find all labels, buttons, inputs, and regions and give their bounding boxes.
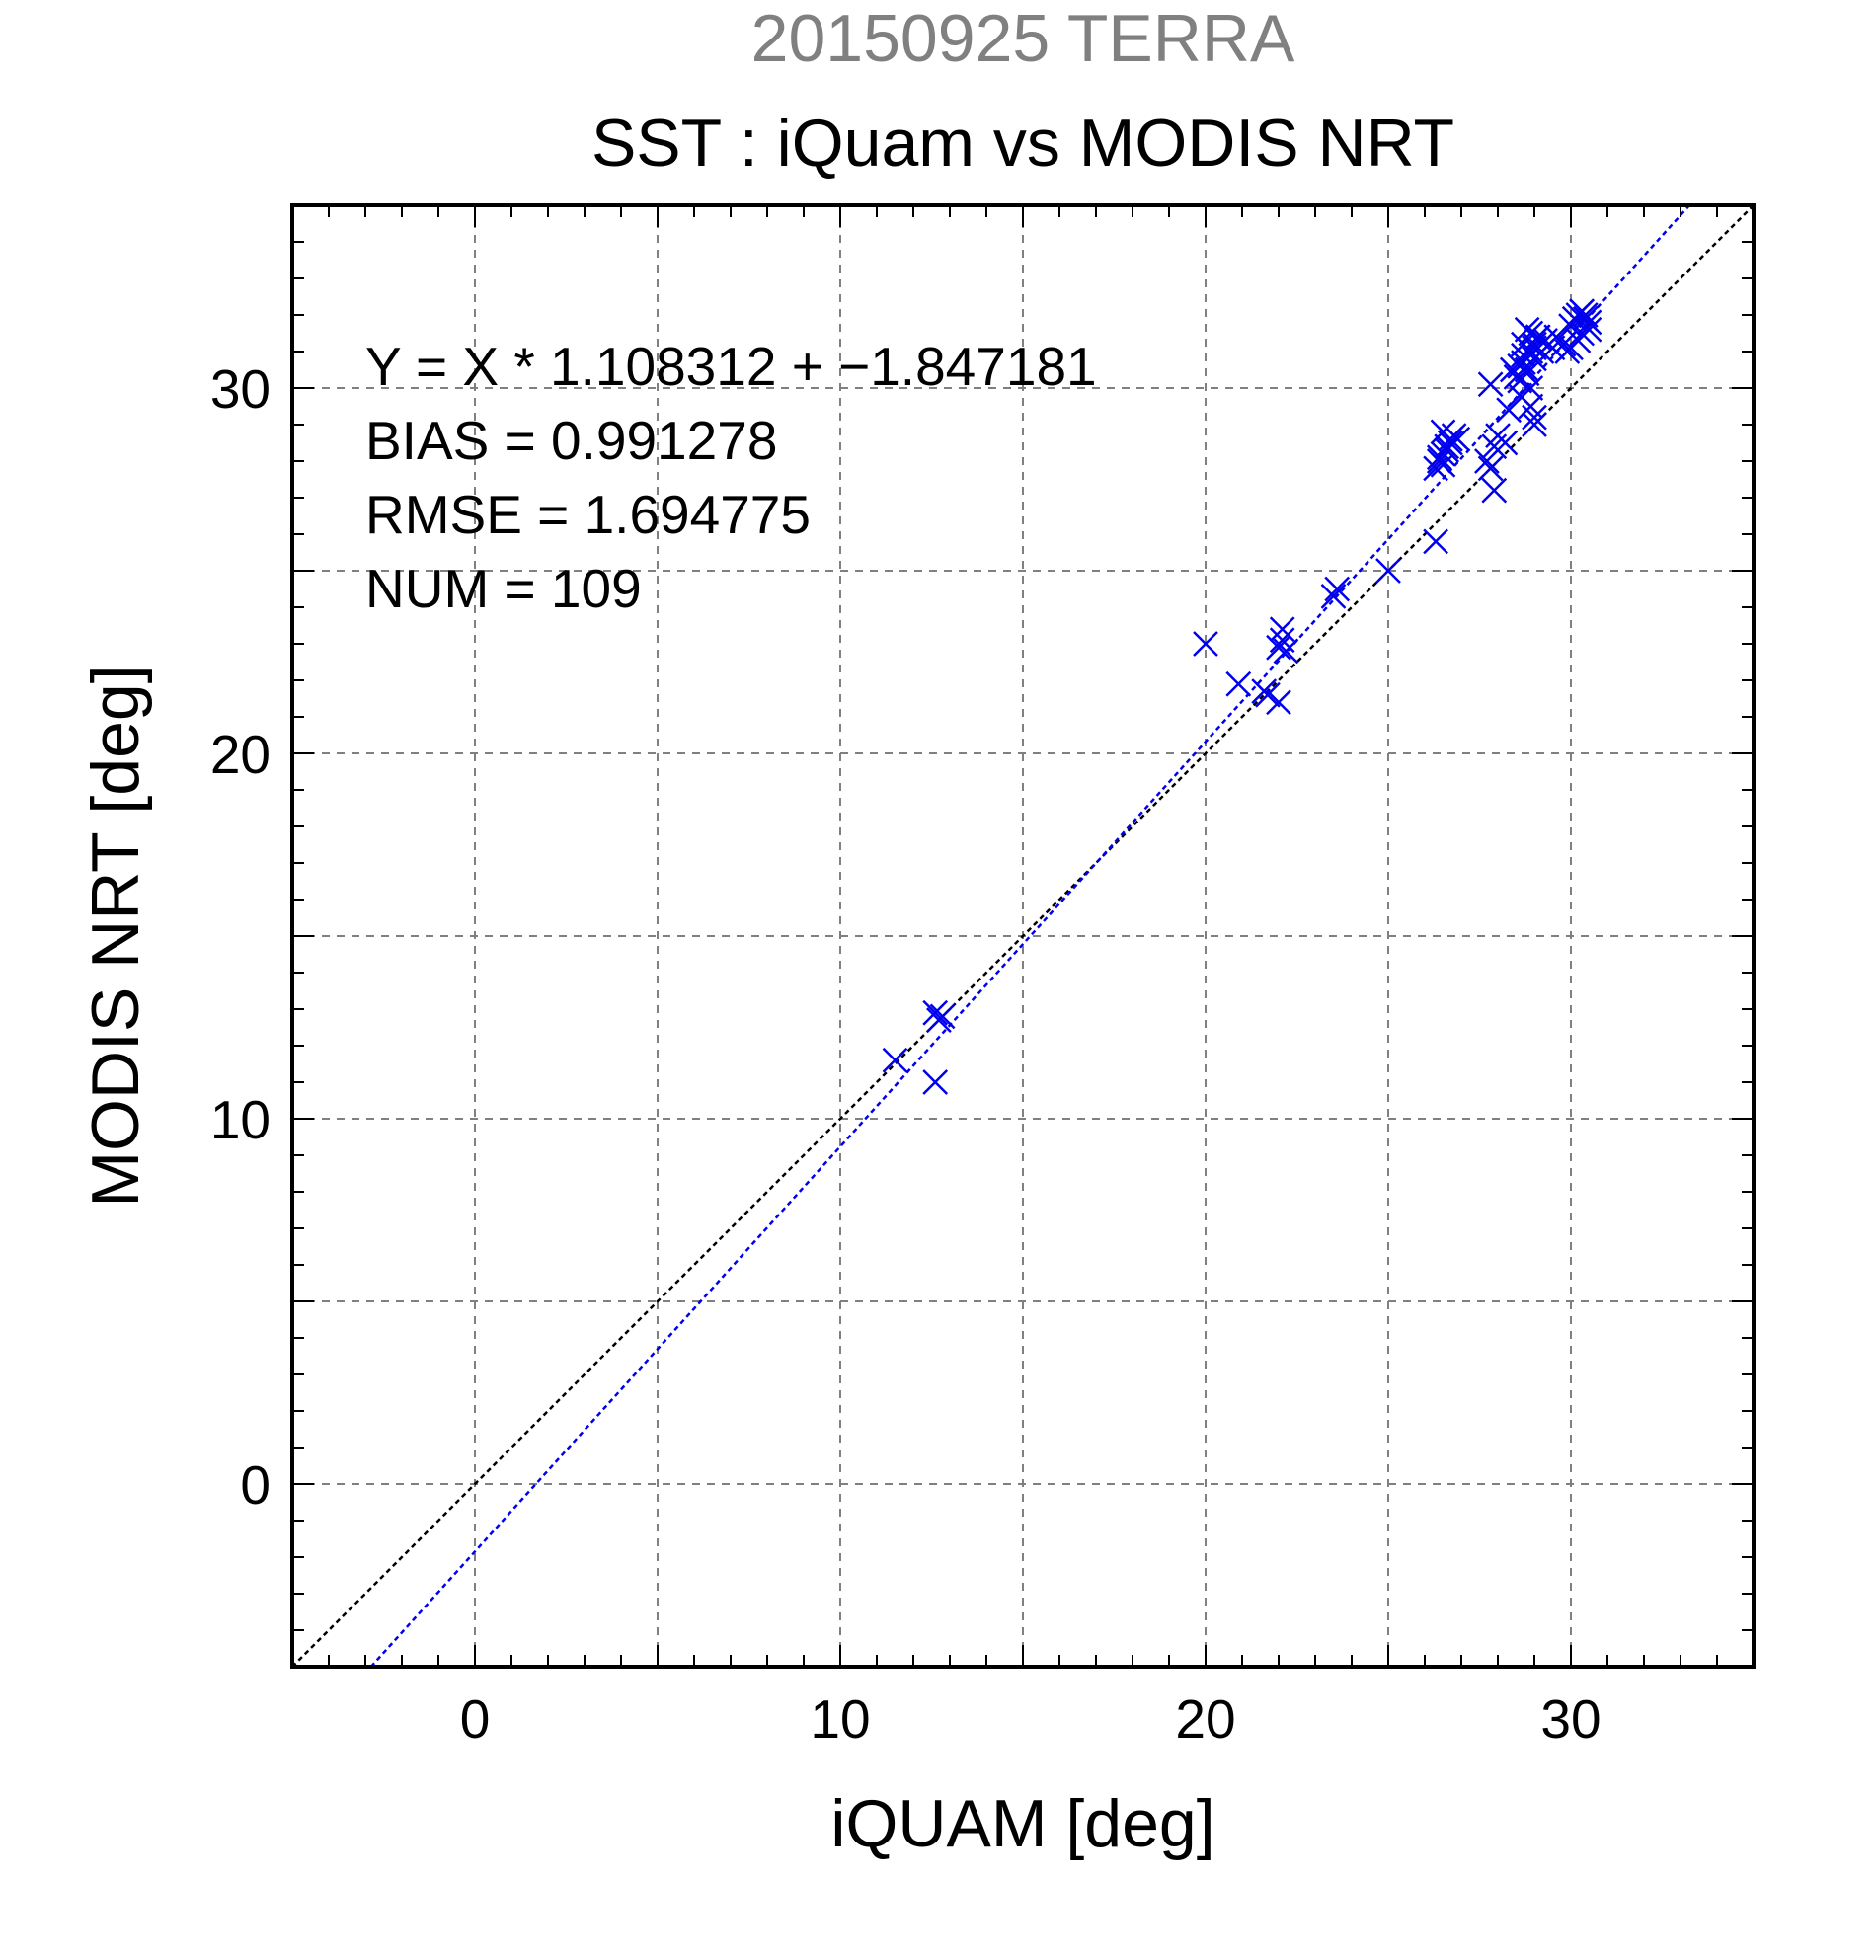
data-point-stroke [1524, 324, 1551, 351]
data-point [1193, 631, 1218, 657]
data-point-stroke [1269, 627, 1295, 654]
chart-subtitle: SST : iQuam vs MODIS NRT [591, 106, 1454, 181]
plot-frame [290, 203, 1756, 1669]
data-point-stroke [1522, 412, 1547, 437]
y-tick-label: 0 [240, 1454, 271, 1516]
data-point-stroke [1514, 360, 1540, 387]
data-point-stroke [1569, 298, 1595, 325]
data-point-stroke [1430, 419, 1456, 445]
data-point [1320, 584, 1347, 609]
data-point [1430, 419, 1456, 445]
x-tick-label: 0 [460, 1688, 491, 1750]
data-point-stroke [1572, 305, 1599, 332]
data-point [1324, 576, 1351, 602]
data-point-stroke [1375, 558, 1401, 584]
y-tick-label: 20 [210, 724, 271, 785]
data-point-stroke [929, 1003, 956, 1030]
data-point [929, 1003, 956, 1030]
data-point-stroke [1193, 631, 1218, 657]
data-point-stroke [1511, 331, 1536, 357]
data-points [882, 298, 1602, 1095]
data-point [1569, 320, 1595, 347]
data-point [1430, 451, 1456, 478]
x-tick-label: 20 [1175, 1688, 1235, 1750]
x-axis-label: iQUAM [deg] [830, 1786, 1214, 1861]
data-point-stroke [1430, 451, 1456, 478]
data-point-stroke [1507, 382, 1533, 409]
data-point [1445, 426, 1471, 452]
data-point-stroke [922, 1069, 949, 1095]
data-point [1481, 477, 1508, 504]
fit-lines [291, 204, 1755, 1668]
data-point-stroke [1522, 404, 1547, 431]
data-point [1514, 356, 1540, 383]
data-point-stroke [1273, 638, 1299, 665]
x-tick-label: 30 [1540, 1688, 1601, 1750]
regression-equation: Y = X * 1.108312 + −1.847181 [365, 336, 1097, 397]
stats-annotation: Y = X * 1.108312 + −1.847181 BIAS = 0.99… [365, 336, 1097, 619]
data-point [882, 1047, 908, 1073]
y-axis-label: MODIS NRT [deg] [78, 665, 153, 1207]
grid-lines [292, 205, 1754, 1667]
x-tick-label: 10 [810, 1688, 870, 1750]
data-point [1266, 634, 1291, 661]
data-point-stroke [1423, 528, 1448, 555]
data-point-stroke [1225, 670, 1252, 697]
data-point [922, 1069, 949, 1095]
data-point-stroke [1477, 455, 1504, 482]
data-point-stroke [1481, 477, 1508, 504]
data-point [1522, 412, 1547, 437]
data-point-stroke [1514, 356, 1540, 383]
data-point-stroke [1438, 430, 1463, 456]
data-point [1572, 305, 1599, 332]
data-point-stroke [1445, 426, 1471, 452]
tick-labels: 0 10 20 30 0 10 20 30 [210, 358, 1602, 1750]
data-point-stroke [1255, 681, 1281, 708]
data-point [1507, 382, 1533, 409]
data-point [922, 999, 949, 1026]
num-value: NUM = 109 [365, 558, 642, 619]
data-point [1255, 681, 1281, 708]
data-point [1511, 331, 1536, 357]
data-point [1522, 404, 1547, 431]
data-point-stroke [1324, 576, 1351, 602]
data-point [1477, 455, 1504, 482]
data-point [1438, 430, 1463, 456]
rmse-value: RMSE = 1.694775 [365, 484, 811, 545]
data-point [1375, 558, 1401, 584]
data-point [1518, 320, 1544, 347]
data-point-stroke [1550, 331, 1577, 357]
data-point [1477, 371, 1504, 398]
data-point-stroke [1558, 335, 1584, 361]
chart-title: 20150925 TERRA [751, 1, 1295, 76]
bias-value: BIAS = 0.991278 [365, 410, 777, 471]
data-point [1496, 397, 1522, 424]
y-tick-label: 30 [210, 358, 271, 420]
data-point [1569, 298, 1595, 325]
data-point [1492, 430, 1519, 456]
data-point [1423, 528, 1448, 555]
data-point-stroke [1518, 320, 1544, 347]
data-point [1524, 324, 1551, 351]
data-point-stroke [1320, 584, 1347, 609]
data-point [1273, 638, 1299, 665]
data-point [1550, 331, 1577, 357]
data-point-stroke [1477, 371, 1504, 398]
data-point-stroke [1496, 397, 1522, 424]
y-tick-label: 10 [210, 1089, 271, 1150]
identity-line [291, 204, 1755, 1668]
data-point-stroke [1266, 634, 1291, 661]
data-point [1225, 670, 1252, 697]
data-point-stroke [1569, 320, 1595, 347]
data-point-stroke [1269, 616, 1295, 643]
data-point [1266, 689, 1291, 716]
data-point-stroke [922, 999, 949, 1026]
data-point-stroke [1266, 689, 1291, 716]
data-point [1558, 335, 1584, 361]
data-point-stroke [882, 1047, 908, 1073]
data-point-stroke [1492, 430, 1519, 456]
